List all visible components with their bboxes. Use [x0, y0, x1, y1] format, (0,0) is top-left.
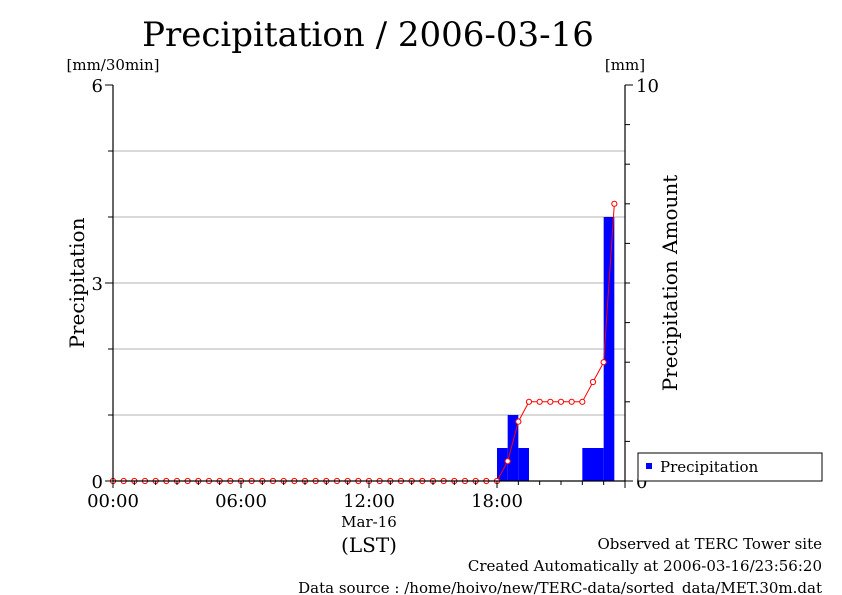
axes: [105, 84, 633, 488]
left-axis-unit: [mm/30min]: [67, 56, 160, 74]
x-date-label: Mar-16: [341, 513, 397, 531]
x-timezone-label: (LST): [341, 533, 397, 557]
right-axis-unit: [mm]: [605, 56, 645, 74]
precipitation-bar: [603, 217, 615, 481]
precipitation-bar: [582, 448, 593, 481]
cumulative-point: [600, 359, 607, 366]
cumulative-point: [536, 398, 543, 405]
precipitation-bar: [497, 448, 508, 481]
y-right-tick-10: 10: [636, 76, 659, 97]
chart-title: Precipitation / 2006-03-16: [142, 15, 594, 55]
legend-box: [637, 452, 823, 482]
precipitation-bars: [497, 217, 615, 481]
footer-observed: Observed at TERC Tower site: [597, 535, 822, 553]
gridlines: [113, 150, 625, 416]
precipitation-bar: [518, 448, 529, 481]
cumulative-point: [611, 200, 618, 207]
x-tick-0600: 06:00: [215, 491, 267, 512]
footer-created: Created Automatically at 2006-03-16/23:5…: [468, 557, 822, 575]
legend-label: Precipitation: [660, 458, 759, 476]
legend-swatch: [646, 463, 652, 469]
precipitation-bar: [593, 448, 604, 481]
y-left-tick-3: 3: [92, 274, 103, 295]
footer-source: Data source : /home/hoivo/new/TERC-data/…: [298, 579, 822, 595]
cumulative-point: [589, 378, 597, 386]
x-tick-1800: 18:00: [471, 491, 523, 512]
x-tick-0000: 00:00: [87, 491, 139, 512]
y-left-axis-label: Precipitation: [65, 217, 89, 348]
y-right-tick-0: 0: [636, 472, 647, 493]
x-tick-1200: 12:00: [343, 491, 395, 512]
y-left-tick-0: 0: [92, 472, 103, 493]
cumulative-point: [568, 398, 575, 405]
cumulative-point: [557, 398, 565, 405]
y-right-axis-label: Precipitation Amount: [658, 175, 682, 392]
cumulative-point: [504, 458, 511, 465]
precipitation-bar: [507, 415, 519, 481]
legend: Precipitation: [637, 452, 823, 482]
cumulative-point: [525, 398, 533, 405]
cumulative-series: [109, 200, 618, 485]
cumulative-point: [515, 418, 522, 425]
y-left-tick-6: 6: [92, 76, 103, 97]
cumulative-line: [113, 203, 615, 482]
cumulative-point: [579, 398, 586, 405]
cumulative-point: [547, 398, 554, 405]
